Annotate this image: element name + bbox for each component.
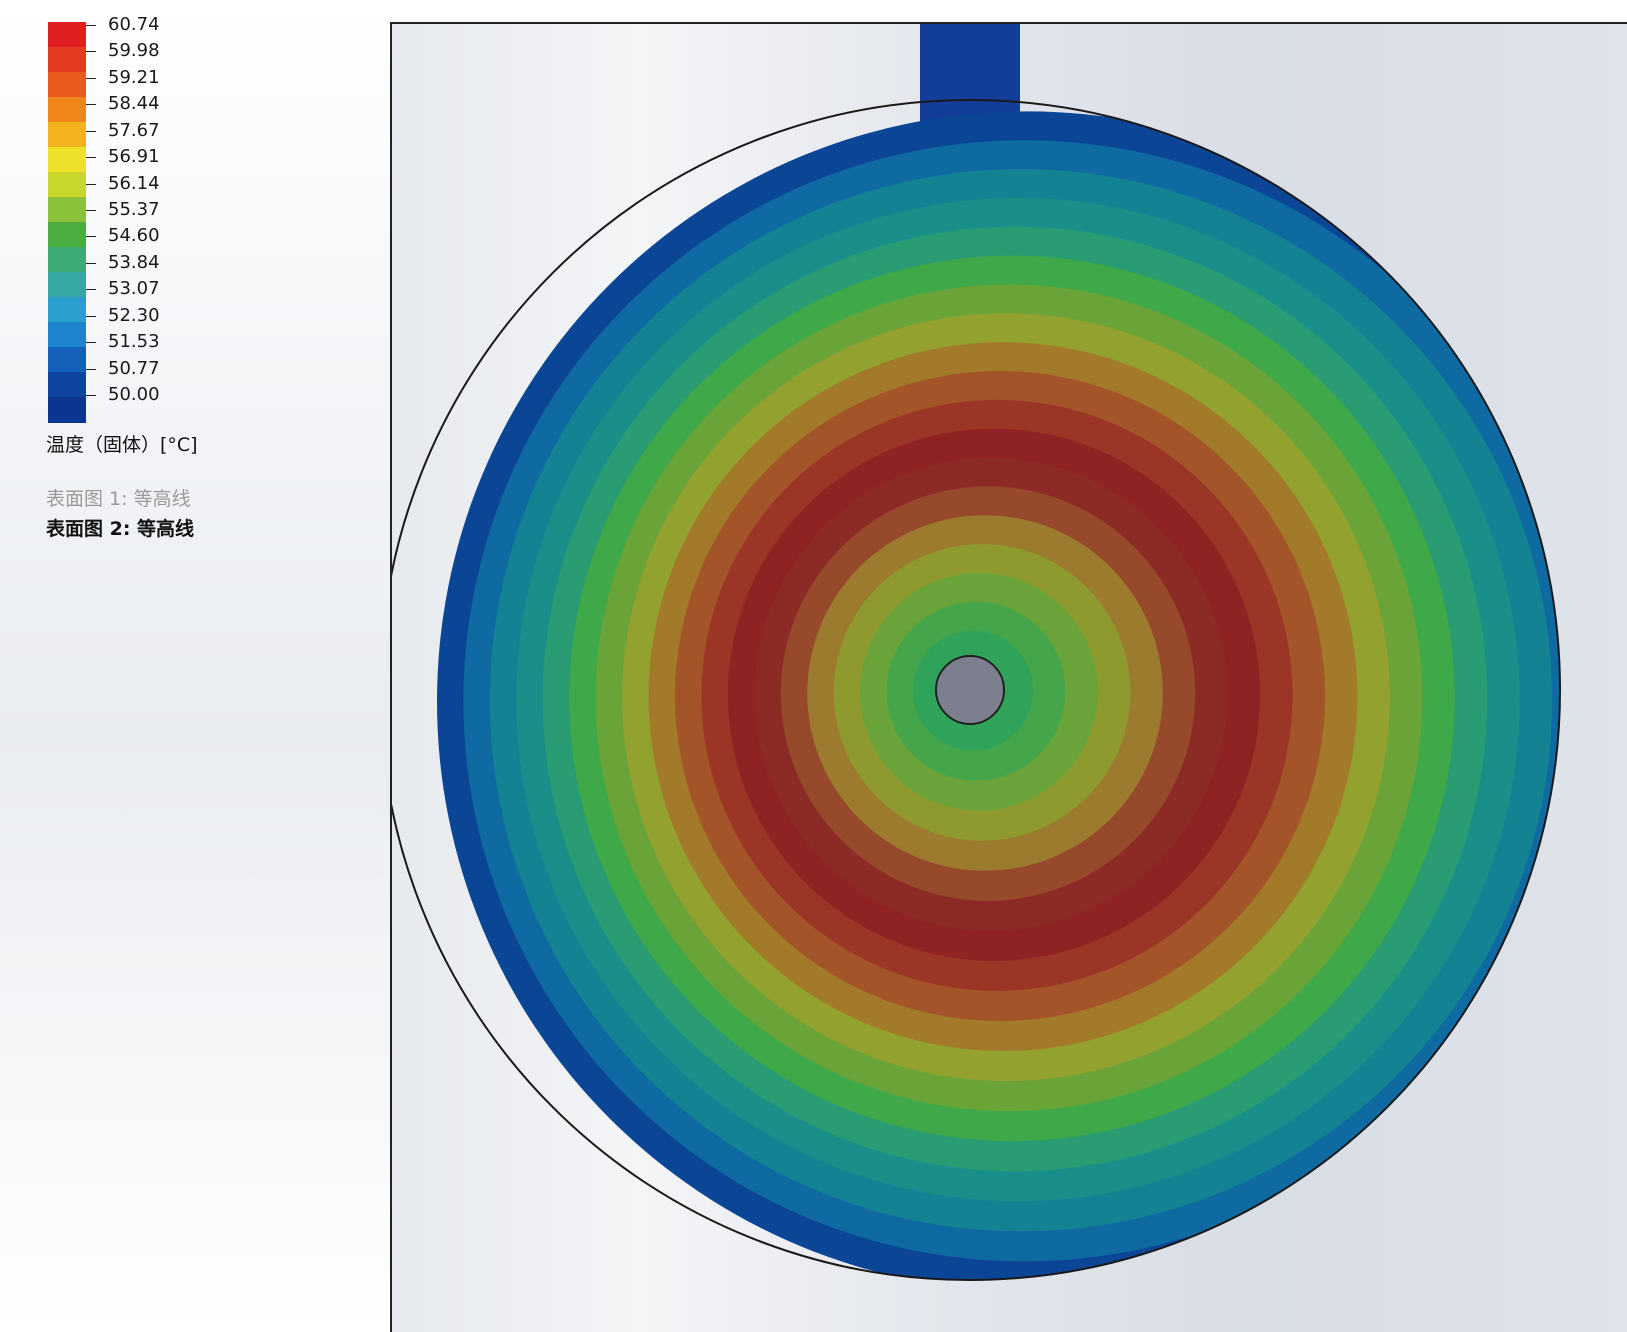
surface-plot-1-item[interactable]: 表面图 1: 等高线: [46, 488, 191, 510]
legend-tick-mark: [86, 130, 96, 132]
legend-tick-label: 55.37: [108, 199, 160, 220]
legend-tick-label: 53.84: [108, 251, 160, 273]
color-scale-segment: [48, 322, 86, 348]
legend-tick-label: 59.98: [108, 40, 160, 62]
legend-tick-label: 59.21: [108, 66, 160, 88]
legend-tick-mark: [86, 262, 96, 264]
color-scale-segment: [48, 97, 86, 123]
surface-plot-2-item[interactable]: 表面图 2: 等高线: [46, 518, 195, 540]
color-scale-segment: [48, 347, 86, 373]
legend-tick-mark: [86, 157, 96, 159]
legend-tick-label: 52.30: [108, 304, 160, 326]
legend-tick-label: 50.77: [108, 357, 160, 379]
color-scale-segment: [48, 72, 86, 98]
contour-plot-svg: [392, 24, 1561, 1281]
legend-tick-label: 58.44: [108, 93, 160, 115]
color-scale-segment: [48, 397, 86, 423]
color-scale-segment: [48, 222, 86, 248]
disk-outline: [392, 99, 1561, 1281]
legend-tick-mark: [86, 395, 96, 396]
legend-tick-label: 56.14: [108, 172, 160, 194]
color-scale-segment: [48, 22, 86, 48]
legend-tick-label: 57.67: [108, 119, 160, 141]
legend-tick-label: 54.60: [108, 225, 160, 247]
color-scale-segment: [48, 147, 86, 173]
legend-tick-label: 53.07: [108, 278, 160, 300]
legend-tick-mark: [86, 183, 96, 185]
legend-tick-label: 56.91: [108, 146, 160, 168]
color-scale-segment: [48, 247, 86, 273]
legend-tick-mark: [86, 25, 96, 26]
legend-tick-mark: [86, 210, 96, 211]
shaft-hub: [935, 655, 1005, 725]
color-scale-segment: [48, 272, 86, 298]
color-scale-segment: [48, 172, 86, 198]
legend-panel: 60.74 59.98 59.21 58.44 57.67 56.91 56.14 55.37…: [0, 0, 370, 1332]
color-scale-segment: [48, 122, 86, 148]
legend-tick-label: 50.00: [108, 384, 160, 405]
temperature-contour-rings: [437, 111, 1560, 1280]
color-scale-segment: [48, 47, 86, 73]
legend-title: 温度（固体）[°C]: [46, 434, 198, 456]
legend-tick-mark: [86, 368, 96, 370]
color-scale-segment: [48, 372, 86, 398]
legend-tick-mark: [86, 77, 96, 79]
color-scale-segment: [48, 297, 86, 323]
legend-tick-mark: [86, 289, 96, 291]
legend-tick-label: 51.53: [108, 331, 160, 353]
legend-tick-mark: [86, 315, 96, 317]
temperature-color-scale: [48, 22, 86, 423]
color-scale-segment: [48, 197, 86, 223]
graphics-viewport[interactable]: [390, 22, 1627, 1332]
legend-tick-mark: [86, 104, 96, 106]
legend-tick-mark: [86, 342, 96, 344]
legend-tick-mark: [86, 236, 96, 238]
legend-tick-mark: [86, 51, 96, 53]
legend-tick-label: 60.74: [108, 14, 160, 35]
